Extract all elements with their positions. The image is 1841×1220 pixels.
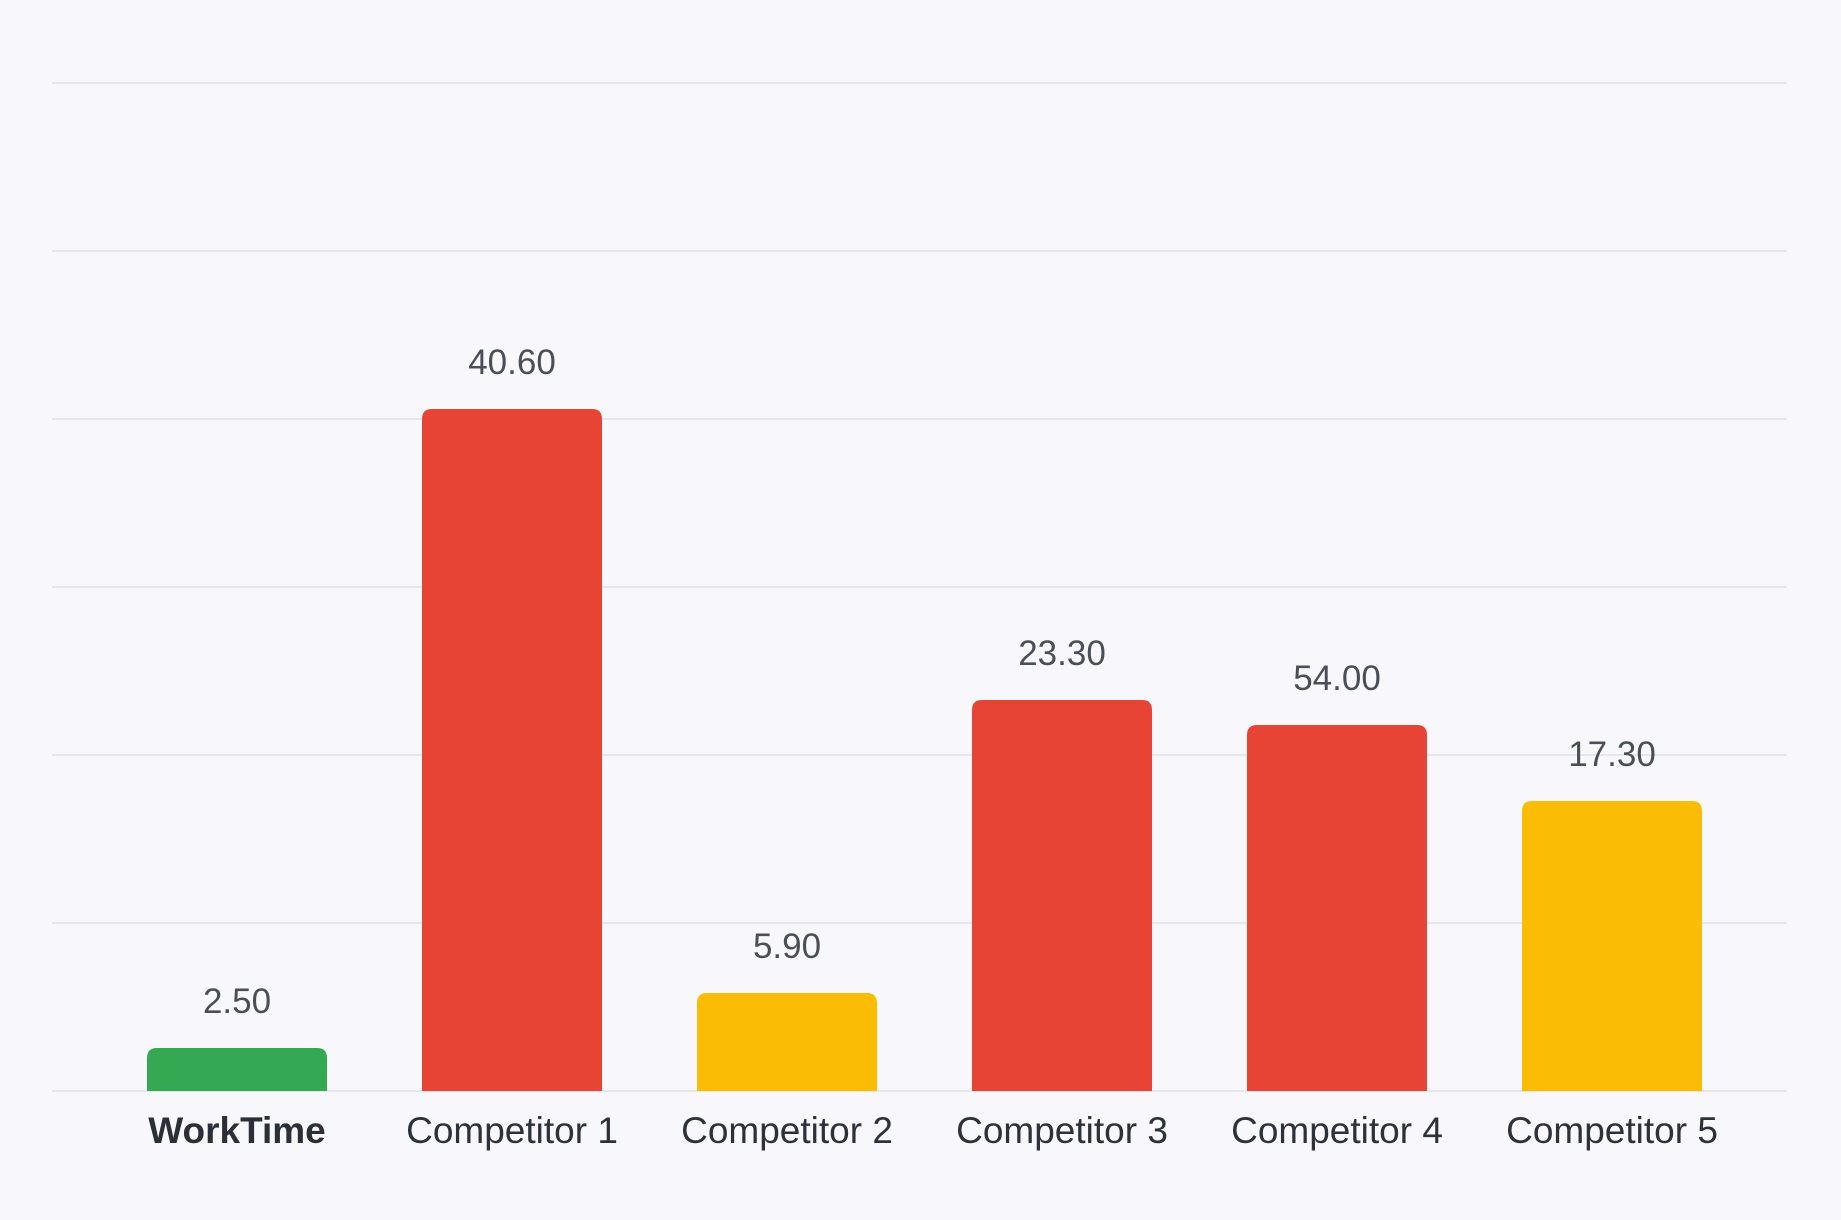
x-tick-label: Competitor 3 [956,1110,1168,1151]
x-tick-label: Competitor 1 [406,1110,618,1151]
bar [1522,801,1702,1091]
x-tick-label: WorkTime [148,1110,326,1151]
bars-layer [147,409,1702,1091]
bar-value-label: 2.50 [203,982,271,1021]
x-axis-tick-labels: WorkTime Competitor 1 Competitor 2 Competit… [148,1110,1718,1151]
bar-value-label: 17.30 [1568,735,1656,774]
bar-value-label: 23.30 [1018,634,1106,673]
bar [697,993,877,1091]
x-tick-label: Competitor 4 [1231,1110,1443,1151]
bar-value-label: 5.90 [753,927,821,966]
bar [972,700,1152,1091]
grid-layer [52,82,1787,1092]
x-tick-label: Competitor 2 [681,1110,893,1151]
value-labels-layer: 2.50 40.60 5.90 23.30 54.00 17.30 [203,343,1656,1021]
bar-value-label: 54.00 [1293,659,1381,698]
bar-value-label: 40.60 [468,343,556,382]
x-tick-label: Competitor 5 [1506,1110,1718,1151]
bar [1247,725,1427,1091]
bar [422,409,602,1091]
bar [147,1048,327,1091]
